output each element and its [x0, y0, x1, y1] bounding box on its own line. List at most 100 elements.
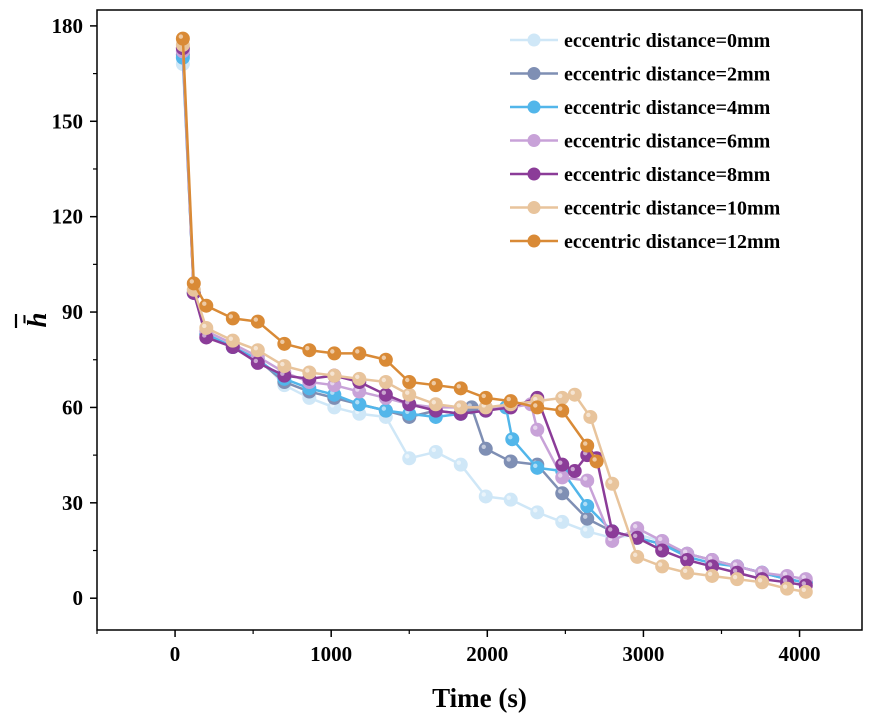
data-point-highlight — [533, 425, 538, 430]
data-point-highlight — [381, 377, 387, 383]
legend-swatch-marker — [527, 234, 541, 248]
data-point — [453, 457, 468, 472]
data-point-highlight — [381, 406, 387, 411]
data-point-highlight — [405, 390, 410, 395]
x-tick-label: 2000 — [466, 642, 508, 666]
y-tick-label: 120 — [52, 205, 84, 229]
data-point-highlight — [558, 473, 563, 478]
data-point — [302, 343, 317, 358]
data-point-highlight — [506, 396, 511, 402]
data-point — [630, 549, 645, 564]
data-point-highlight — [456, 460, 461, 465]
data-point-highlight — [782, 571, 788, 577]
data-point — [655, 559, 670, 574]
data-point — [478, 390, 493, 405]
data-point-highlight — [682, 568, 688, 573]
data-point — [225, 333, 240, 348]
data-point-highlight — [570, 390, 575, 395]
data-point — [327, 346, 342, 361]
data-point-highlight — [456, 384, 461, 389]
data-point-highlight — [801, 574, 806, 580]
data-point — [175, 31, 190, 46]
series-layer — [175, 31, 813, 599]
data-point — [327, 368, 342, 383]
data-point — [530, 422, 545, 437]
data-point-highlight — [583, 476, 588, 481]
data-point-highlight — [558, 517, 563, 523]
data-point — [680, 553, 695, 568]
series-3 — [175, 44, 813, 587]
data-point-highlight — [682, 555, 688, 561]
data-point-highlight — [405, 454, 410, 459]
data-point-highlight — [355, 374, 360, 380]
legend-label: eccentric distance=12mm — [564, 231, 781, 253]
data-point — [402, 375, 417, 389]
data-point-highlight — [782, 578, 788, 583]
data-point — [250, 314, 265, 329]
legend-item-2: eccentric distance=4mm — [510, 97, 771, 119]
data-point-highlight — [632, 524, 638, 529]
data-point-highlight — [801, 581, 806, 586]
data-point-highlight — [757, 578, 763, 583]
data-point-highlight — [608, 527, 613, 532]
data-point — [589, 454, 604, 469]
data-point-highlight — [456, 403, 461, 408]
data-point-highlight — [657, 562, 663, 567]
data-point — [199, 298, 214, 313]
data-point — [567, 387, 582, 402]
data-point — [605, 476, 620, 491]
data-point — [530, 505, 545, 520]
data-point-highlight — [431, 400, 436, 405]
data-point-highlight — [657, 546, 663, 551]
data-point-highlight — [280, 361, 285, 367]
y-tick-label: 90 — [62, 300, 83, 324]
y-tick-label: 150 — [52, 109, 84, 133]
data-point — [503, 492, 518, 507]
data-point — [580, 524, 595, 539]
legend-label: eccentric distance=8mm — [564, 164, 771, 186]
data-point — [402, 387, 417, 402]
data-point-highlight — [707, 571, 713, 577]
data-point — [478, 489, 493, 504]
data-point — [655, 543, 670, 558]
y-tick-label: 180 — [52, 14, 84, 38]
data-point — [352, 346, 367, 361]
data-point-highlight — [228, 314, 234, 319]
legend-swatch-marker — [527, 167, 541, 181]
data-point — [555, 403, 570, 418]
series-4 — [175, 41, 813, 593]
legend-label: eccentric distance=0mm — [564, 30, 771, 52]
legend-item-5: eccentric distance=10mm — [510, 198, 781, 220]
data-point — [583, 409, 598, 424]
data-point — [730, 572, 745, 587]
data-point-highlight — [583, 527, 588, 532]
data-point-highlight — [355, 349, 360, 354]
data-point — [555, 470, 570, 485]
y-tick-label: 30 — [62, 491, 83, 515]
data-point — [503, 394, 518, 409]
data-point-highlight — [558, 406, 563, 411]
data-point — [580, 473, 595, 488]
data-point-highlight — [732, 568, 738, 573]
data-point-highlight — [533, 403, 538, 408]
axes-layer: 0 1000 2000 3000 4000 0 30 60 90 120 150 180 — [14, 9, 863, 666]
data-point-highlight — [586, 412, 591, 418]
data-point — [378, 375, 393, 389]
data-point-highlight — [506, 457, 511, 462]
data-point — [352, 371, 367, 386]
series-line — [181, 48, 807, 587]
data-point — [199, 320, 214, 335]
data-point-highlight — [558, 460, 563, 465]
data-point — [453, 381, 468, 396]
series-6 — [175, 31, 604, 469]
data-point — [680, 565, 695, 580]
data-point-highlight — [481, 492, 486, 497]
data-point-highlight — [431, 447, 436, 453]
data-point-highlight — [202, 323, 207, 329]
data-point-highlight — [583, 514, 588, 519]
legend-label: eccentric distance=10mm — [564, 198, 781, 220]
legend-swatch-marker — [527, 67, 541, 80]
data-point — [478, 441, 493, 456]
y-tick-label: 0 — [73, 586, 84, 610]
data-point-highlight — [682, 549, 688, 554]
